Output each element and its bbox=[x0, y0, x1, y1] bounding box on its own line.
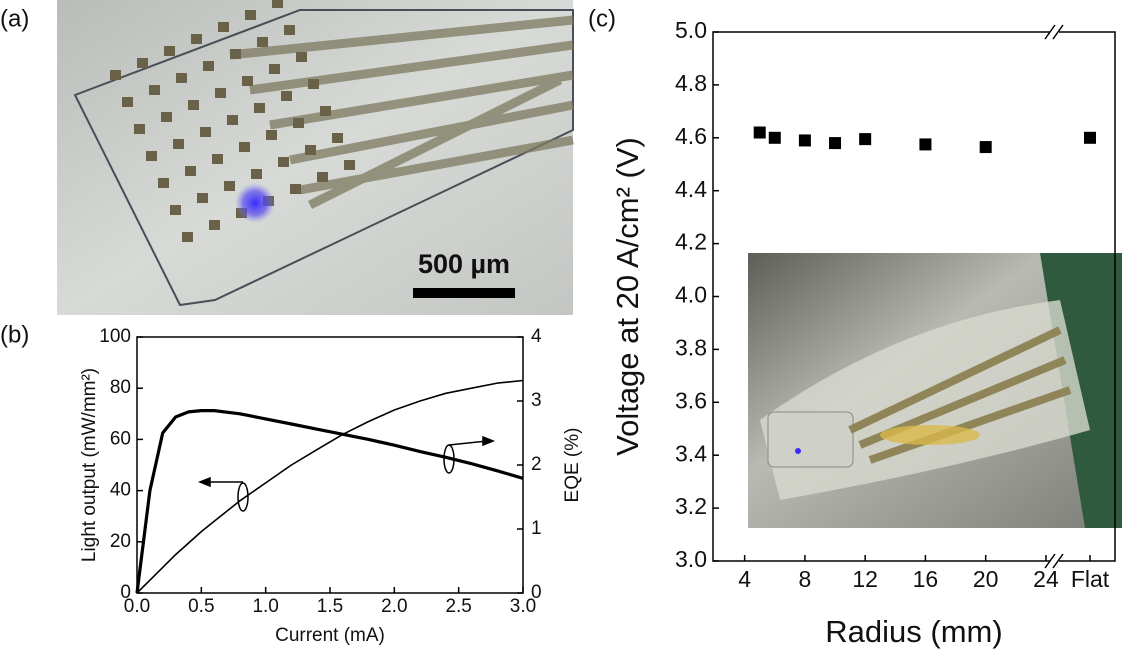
line-series bbox=[135, 409, 524, 594]
y2-tick-label: 1 bbox=[531, 518, 542, 539]
y2-tick-label: 4 bbox=[531, 326, 542, 347]
y-tick-label: 3.8 bbox=[675, 334, 707, 360]
x-tick-label: 2.5 bbox=[445, 596, 471, 617]
axis-break bbox=[1044, 553, 1056, 569]
y-tick-label: 3.4 bbox=[675, 440, 707, 466]
y-tick-label: 4.0 bbox=[675, 282, 707, 308]
y-tick-label: 3.2 bbox=[675, 493, 707, 519]
x-tick-label: 24 bbox=[1033, 566, 1059, 592]
scatter-point bbox=[798, 134, 811, 147]
y-tick-label: 0 bbox=[120, 582, 131, 603]
x-tick-label: 1.0 bbox=[252, 596, 278, 617]
y-tick-label: 100 bbox=[99, 326, 131, 347]
y2-tick-label: 2 bbox=[531, 454, 542, 475]
y-tick-label: 5.0 bbox=[675, 17, 707, 43]
scatter-point bbox=[753, 126, 766, 139]
y2-tick-label: 3 bbox=[531, 390, 542, 411]
axis-break bbox=[1044, 24, 1056, 40]
scatter-point bbox=[979, 141, 992, 154]
scatter-point bbox=[1084, 131, 1096, 144]
photo: 500 µm bbox=[57, 0, 574, 315]
y-tick-label: 60 bbox=[110, 428, 131, 449]
x-tick-label: 12 bbox=[852, 566, 878, 592]
scale-label: 500 µm bbox=[418, 249, 510, 279]
y-tick-label: 4.2 bbox=[675, 229, 707, 255]
panel-label: (a) bbox=[0, 5, 29, 32]
x-tick-label: 0.0 bbox=[124, 596, 150, 617]
y-tick-label: 4.4 bbox=[675, 176, 707, 202]
x-tick-label: 0.5 bbox=[188, 596, 214, 617]
axis-break bbox=[1052, 24, 1064, 40]
y-axis-label: Voltage at 20 A/cm² (V) bbox=[610, 137, 645, 456]
x-tick-label: 4 bbox=[738, 566, 751, 592]
x-tick-label: 16 bbox=[913, 566, 939, 592]
y-tick-label: 3.6 bbox=[675, 387, 707, 413]
panel-label: (b) bbox=[0, 321, 29, 348]
y-tick-label: 20 bbox=[110, 531, 131, 552]
x-tick-label: 2.0 bbox=[381, 596, 407, 617]
y-tick-label: 40 bbox=[110, 480, 131, 501]
y-tick-label: 3.0 bbox=[675, 546, 707, 572]
line-series bbox=[136, 379, 524, 594]
x-axis-label: Current (mA) bbox=[275, 625, 385, 646]
axis-break bbox=[1052, 553, 1064, 569]
y-tick-label: 80 bbox=[110, 377, 131, 398]
scatter-point bbox=[919, 138, 932, 151]
x-tick-label: Flat bbox=[1071, 566, 1110, 592]
scatter-point bbox=[768, 131, 781, 144]
x-tick-label: 3.0 bbox=[510, 596, 536, 617]
inset-photo bbox=[748, 253, 1122, 528]
y-axis-label: Light output (mW/mm²) bbox=[79, 368, 100, 562]
axis-break-gap bbox=[1050, 553, 1059, 569]
y2-tick-label: 0 bbox=[531, 582, 542, 603]
x-axis-label: Radius (mm) bbox=[825, 614, 1002, 649]
scatter-point bbox=[859, 133, 872, 146]
annotation bbox=[197, 435, 496, 512]
scatter-point bbox=[829, 137, 842, 150]
y-tick-label: 4.6 bbox=[675, 123, 707, 149]
x-tick-label: 8 bbox=[799, 566, 812, 592]
x-tick-label: 1.5 bbox=[317, 596, 343, 617]
plot-frame bbox=[136, 336, 524, 594]
x-tick-label: 20 bbox=[973, 566, 999, 592]
y2-axis-label: EQE (%) bbox=[562, 428, 583, 503]
panel-label: (c) bbox=[588, 5, 616, 32]
y-tick-label: 4.8 bbox=[675, 70, 707, 96]
axis-break-gap bbox=[1050, 24, 1059, 40]
